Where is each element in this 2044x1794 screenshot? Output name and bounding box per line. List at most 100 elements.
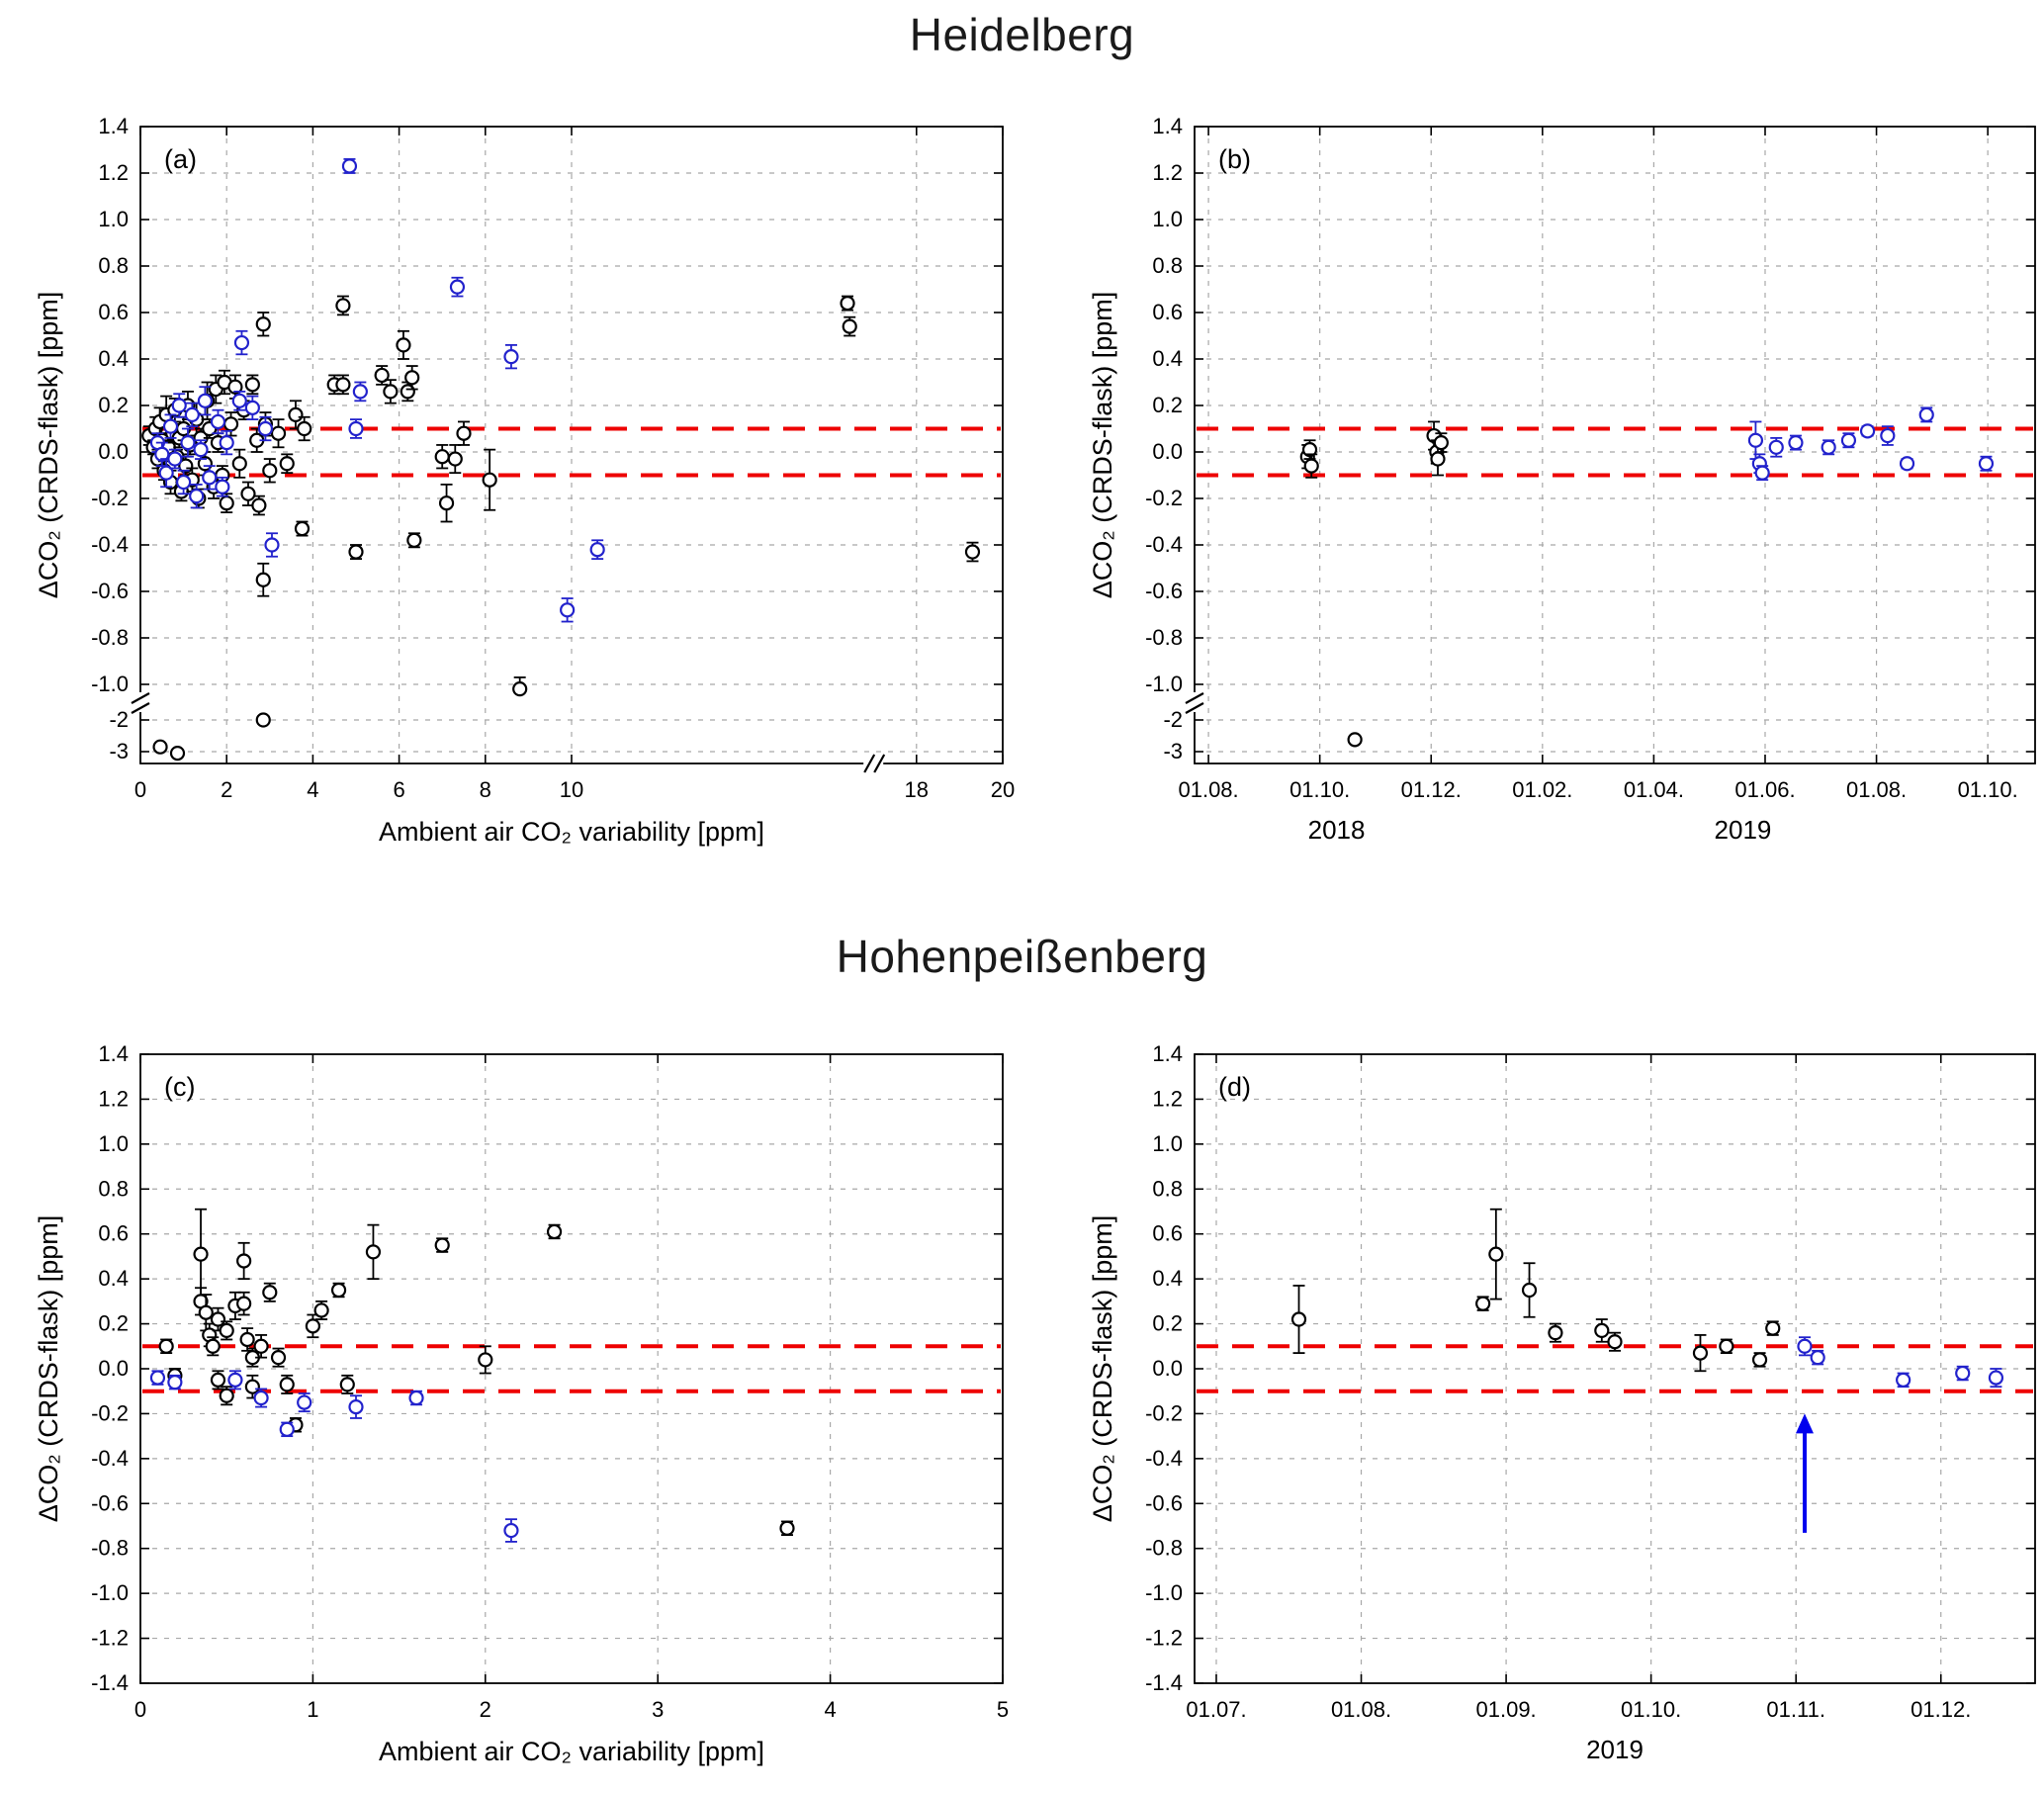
svg-text:2019: 2019 [1586, 1735, 1644, 1764]
svg-text:-0.8: -0.8 [1145, 625, 1183, 650]
svg-text:3: 3 [652, 1697, 664, 1722]
panel-d-axis-labels: 1.4 1.2 1.0 0.8 0.6 0.4 0.2 0.0 -0.2 -0.4 -0.6 -0.8… [1088, 1041, 2035, 1764]
svg-text:0.2: 0.2 [1152, 1311, 1183, 1336]
svg-text:-1.2: -1.2 [91, 1626, 129, 1651]
svg-text:-0.2: -0.2 [91, 486, 129, 510]
svg-text:0.8: 0.8 [1152, 1176, 1183, 1201]
svg-text:6: 6 [393, 777, 404, 802]
svg-text:1.0: 1.0 [1152, 207, 1183, 231]
svg-text:0.6: 0.6 [98, 300, 129, 324]
panel-c-series-blue-circles [149, 1370, 519, 1543]
panel-c-gridlines [140, 1054, 1003, 1683]
svg-text:-0.6: -0.6 [91, 579, 129, 603]
svg-text:0.4: 0.4 [98, 346, 129, 371]
svg-text:0.0: 0.0 [98, 439, 129, 464]
panel-d: 1.4 1.2 1.0 0.8 0.6 0.4 0.2 0.0 -0.2 -0.4 -0.6 -0.8… [1088, 1041, 2036, 1764]
svg-text:(d): (d) [1218, 1072, 1251, 1102]
panel-b-axis-labels: 1.4 1.2 1.0 0.8 0.6 0.4 0.2 0.0 -0.2 -0.4 -0.6 -0.8… [1088, 114, 2035, 845]
svg-text:01.07.: 01.07. [1186, 1697, 1246, 1722]
svg-text:-2: -2 [1163, 707, 1183, 732]
svg-text:-3: -3 [109, 739, 129, 763]
panel-d-gridlines [1195, 1054, 2035, 1683]
panel-d-series-blue-circles [1797, 1336, 2004, 1389]
svg-text:1.2: 1.2 [98, 160, 129, 185]
svg-text:-0.8: -0.8 [1145, 1536, 1183, 1561]
svg-text:0.8: 0.8 [98, 1176, 129, 1201]
panel-d-arrow-annotation [1795, 1413, 1814, 1533]
svg-text:-0.2: -0.2 [91, 1400, 129, 1425]
svg-text:-0.6: -0.6 [1145, 1490, 1183, 1515]
svg-text:-1.4: -1.4 [1145, 1670, 1183, 1695]
svg-text:1.0: 1.0 [98, 207, 129, 231]
svg-text:0: 0 [134, 777, 146, 802]
panel-a-series-black-circles [141, 295, 981, 762]
svg-text:01.09.: 01.09. [1476, 1697, 1537, 1722]
panel-a-series-blue-circles [149, 157, 605, 623]
svg-text:4: 4 [307, 777, 318, 802]
svg-text:ΔCO₂ (CRDS-flask) [ppm]: ΔCO₂ (CRDS-flask) [ppm] [34, 292, 63, 599]
panel-c: 1.4 1.2 1.0 0.8 0.6 0.4 0.2 0.0 -0.2 -0.4 -0.6 -0.8… [34, 1041, 1009, 1766]
svg-text:1.2: 1.2 [1152, 1086, 1183, 1111]
svg-text:01.02.: 01.02. [1512, 777, 1572, 802]
svg-text:-3: -3 [1163, 739, 1183, 763]
svg-text:(b): (b) [1218, 144, 1251, 174]
svg-text:-0.2: -0.2 [1145, 486, 1183, 510]
panel-a-gridlines [140, 127, 1003, 763]
panel-c-axis-labels: 1.4 1.2 1.0 0.8 0.6 0.4 0.2 0.0 -0.2 -0.4 -0.6 -0.8… [34, 1041, 1009, 1766]
svg-text:0.8: 0.8 [98, 253, 129, 278]
svg-text:0.4: 0.4 [98, 1266, 129, 1291]
svg-text:8: 8 [480, 777, 491, 802]
panel-b-series-black-circles [1299, 420, 1449, 748]
svg-text:0.8: 0.8 [1152, 253, 1183, 278]
svg-text:2: 2 [221, 777, 232, 802]
panel-d-ref-lines [1197, 1344, 2033, 1393]
svg-text:2: 2 [480, 1697, 491, 1722]
svg-text:-0.4: -0.4 [91, 1446, 129, 1471]
svg-text:ΔCO₂ (CRDS-flask) [ppm]: ΔCO₂ (CRDS-flask) [ppm] [34, 1215, 63, 1523]
panel-b-border [1194, 126, 2036, 764]
svg-text:-0.6: -0.6 [1145, 579, 1183, 603]
svg-text:ΔCO₂ (CRDS-flask) [ppm]: ΔCO₂ (CRDS-flask) [ppm] [1088, 1215, 1117, 1523]
svg-text:(a): (a) [164, 144, 197, 174]
svg-text:01.12.: 01.12. [1401, 777, 1462, 802]
svg-text:-1.0: -1.0 [91, 672, 129, 696]
svg-text:4: 4 [824, 1697, 836, 1722]
svg-text:1.2: 1.2 [1152, 160, 1183, 185]
svg-text:1.0: 1.0 [1152, 1131, 1183, 1156]
svg-text:0.6: 0.6 [1152, 300, 1183, 324]
svg-text:0.4: 0.4 [1152, 1266, 1183, 1291]
svg-text:01.08.: 01.08. [1178, 777, 1238, 802]
svg-text:1.4: 1.4 [1152, 114, 1183, 138]
svg-text:10: 10 [560, 777, 583, 802]
svg-text:-1.4: -1.4 [91, 1670, 129, 1695]
svg-text:0.2: 0.2 [1152, 393, 1183, 417]
svg-text:20: 20 [991, 777, 1015, 802]
svg-text:1.2: 1.2 [98, 1086, 129, 1111]
panel-a-axis-labels: 1.4 1.2 1.0 0.8 0.6 0.4 0.2 0.0 -0.2 -0.4 -0.6 -0.8… [34, 114, 1015, 847]
svg-text:01.10.: 01.10. [1621, 1697, 1681, 1722]
svg-text:01.08.: 01.08. [1331, 1697, 1391, 1722]
svg-text:-1.2: -1.2 [1145, 1626, 1183, 1651]
svg-text:2019: 2019 [1715, 815, 1772, 845]
panel-c-series-black-circles [158, 1208, 795, 1536]
svg-text:-0.6: -0.6 [91, 1490, 129, 1515]
svg-text:-1.0: -1.0 [91, 1580, 129, 1605]
svg-text:-0.2: -0.2 [1145, 1400, 1183, 1425]
svg-text:0.0: 0.0 [1152, 439, 1183, 464]
svg-text:01.06.: 01.06. [1734, 777, 1795, 802]
svg-text:18: 18 [905, 777, 929, 802]
panel-b-series-blue-circles [1747, 406, 1995, 482]
svg-text:-1.0: -1.0 [1145, 1580, 1183, 1605]
svg-text:(c): (c) [164, 1072, 195, 1102]
panel-b: 1.4 1.2 1.0 0.8 0.6 0.4 0.2 0.0 -0.2 -0.4 -0.6 -0.8… [1088, 114, 2036, 845]
svg-text:1.4: 1.4 [98, 1041, 129, 1066]
panel-a-ref-lines [142, 426, 1001, 478]
svg-text:01.10.: 01.10. [1958, 777, 2018, 802]
svg-text:1.4: 1.4 [98, 114, 129, 138]
svg-text:01.12.: 01.12. [1911, 1697, 1971, 1722]
svg-text:-0.4: -0.4 [91, 532, 129, 557]
svg-text:0.4: 0.4 [1152, 346, 1183, 371]
svg-text:0.2: 0.2 [98, 393, 129, 417]
